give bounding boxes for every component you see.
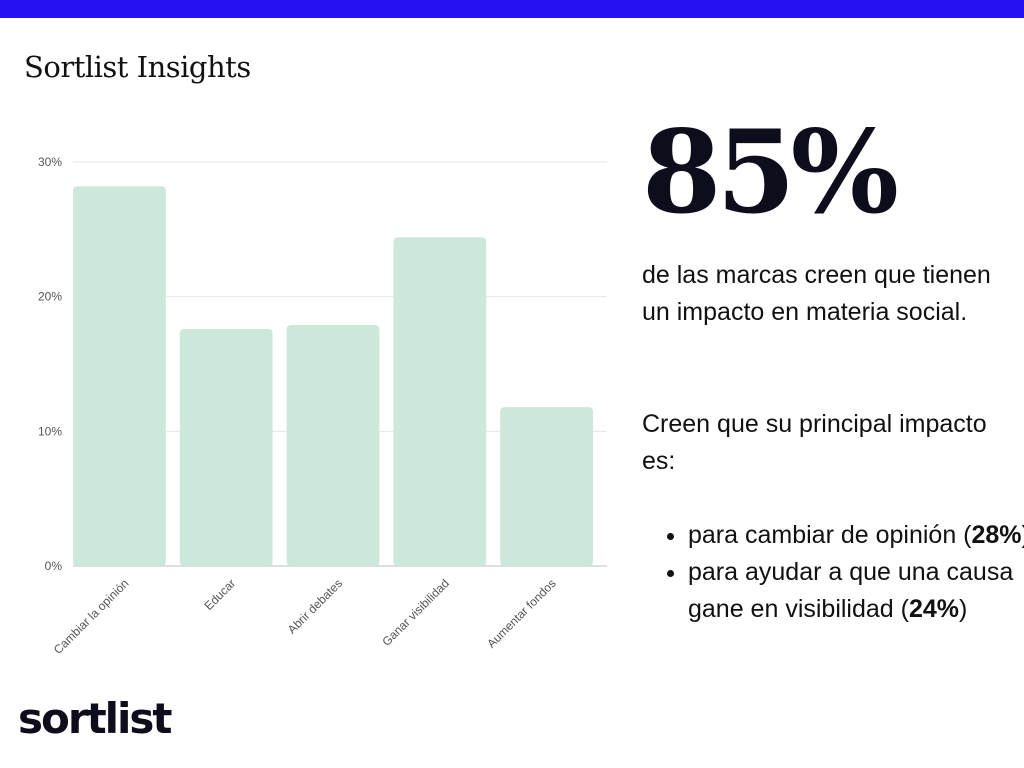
x-tick-label: Cambiar la opinión xyxy=(51,576,132,657)
headline-stat: 85% xyxy=(642,105,899,239)
impact-list: para cambiar de opinión (28%) para ayuda… xyxy=(642,517,1024,628)
stat-description: de las marcas creen que tienen un impact… xyxy=(642,261,991,326)
x-tick-label: Abrir debates xyxy=(285,576,345,636)
y-axis-ticks: 0% 10% 20% 30% xyxy=(38,155,62,573)
top-accent-bar xyxy=(0,0,1024,18)
y-tick-label: 30% xyxy=(38,155,62,169)
x-axis-labels: Cambiar la opinión Educar Abrir debates Gan… xyxy=(51,576,559,657)
y-tick-label: 20% xyxy=(38,290,62,304)
x-tick-label: Educar xyxy=(202,576,239,613)
impact-value: 28% xyxy=(971,521,1022,549)
chart-bars xyxy=(73,186,593,567)
y-tick-label: 0% xyxy=(45,559,63,573)
impact-text: para cambiar de opinión ( xyxy=(688,521,972,549)
bar xyxy=(500,407,593,566)
bar xyxy=(179,328,273,566)
bar xyxy=(73,186,166,567)
impact-list-item: para ayudar a que una causa gane en visi… xyxy=(688,554,1024,628)
impact-value: 24% xyxy=(908,595,960,623)
sortlist-logo: sortlist xyxy=(18,694,173,743)
page-title: Sortlist Insights xyxy=(24,50,251,84)
x-tick-label: Ganar visibilidad xyxy=(379,576,452,649)
bar-chart: 0% 10% 20% 30% Cambiar la opinión Educar Abri… xyxy=(38,155,607,657)
y-tick-label: 10% xyxy=(38,424,62,438)
impact-suffix: ) xyxy=(1022,521,1024,549)
impact-lead-text: Creen que su principal impacto es: xyxy=(642,410,987,475)
bar xyxy=(393,237,487,566)
impact-suffix: ) xyxy=(959,595,968,623)
bar xyxy=(286,324,380,566)
impact-list-item: para cambiar de opinión (28%) xyxy=(688,517,1024,554)
impact-text: para ayudar a que una causa gane en visi… xyxy=(688,558,1014,623)
x-tick-label: Aumentar fondos xyxy=(484,576,559,651)
